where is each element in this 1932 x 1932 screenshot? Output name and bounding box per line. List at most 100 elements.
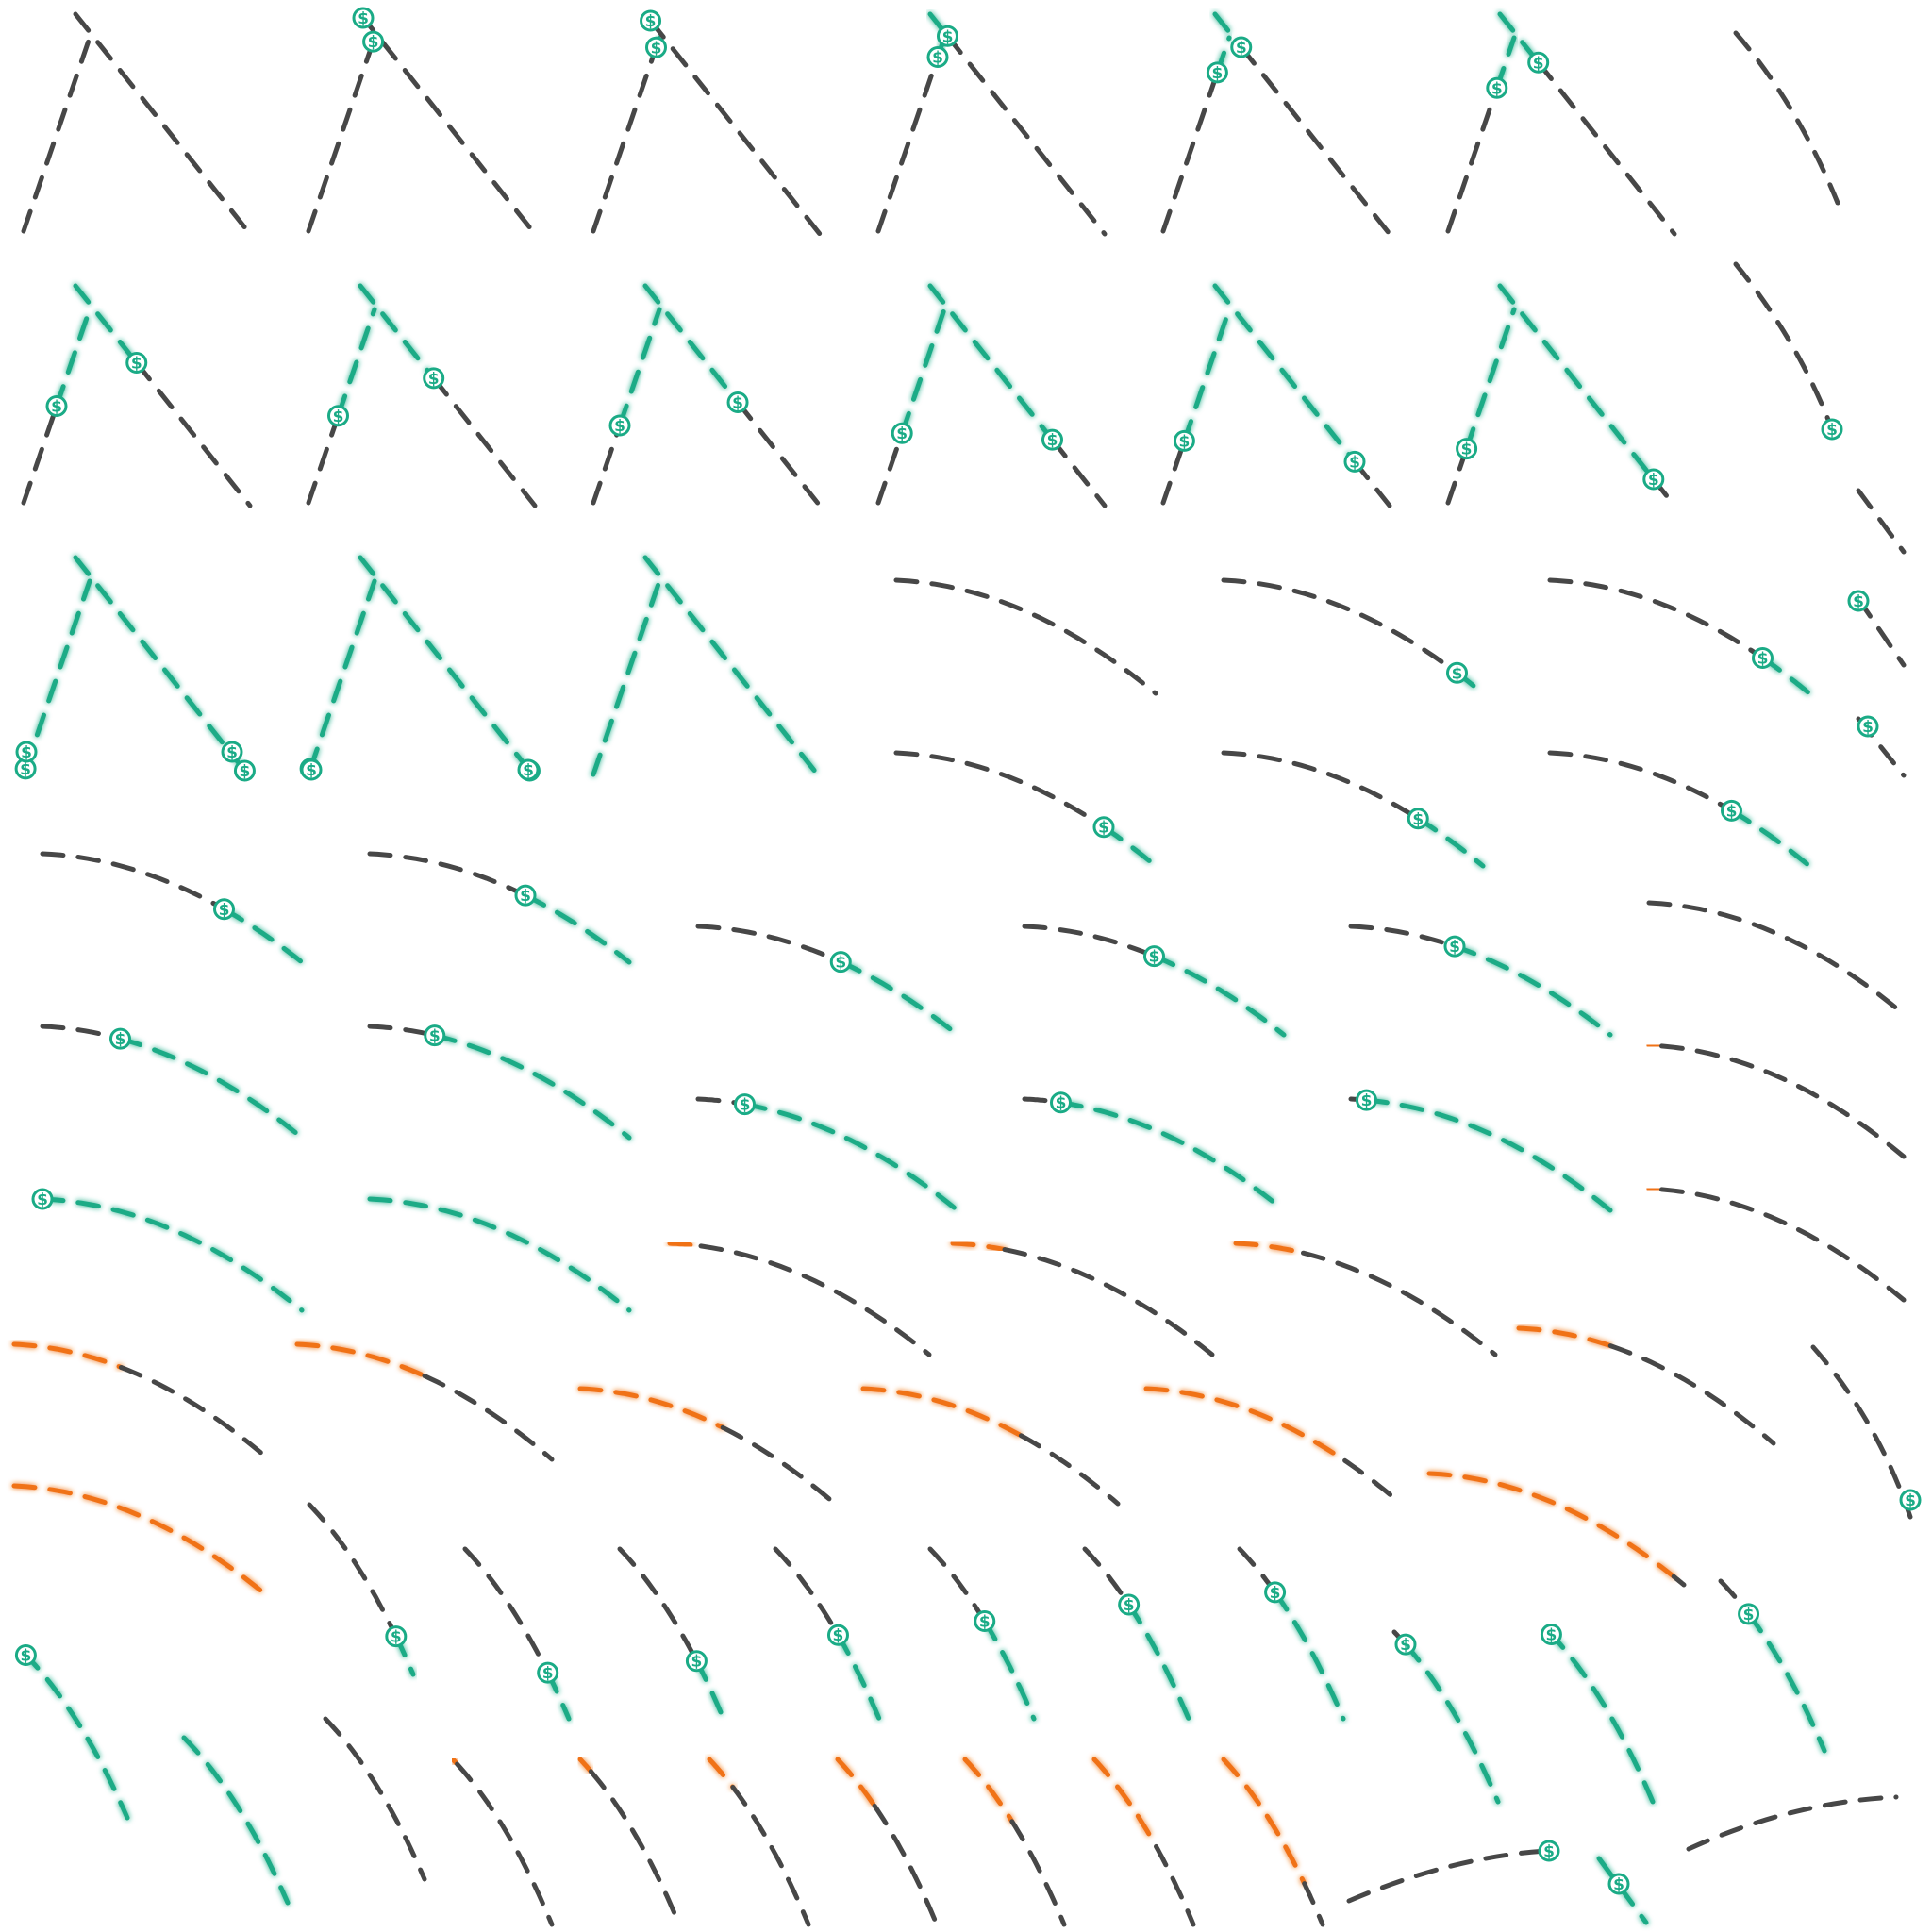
path-segment-148 <box>730 1785 811 1927</box>
svg-text:$: $ <box>1412 810 1424 829</box>
dollar-coin-icon: $ <box>45 395 68 417</box>
svg-text:$: $ <box>645 12 657 31</box>
path-segment-14 <box>1160 70 1220 234</box>
path-segment-106 <box>118 1365 272 1462</box>
dollar-coin-icon: $ <box>645 36 667 58</box>
dollar-coin-icon: $ <box>125 352 148 375</box>
svg-text:$: $ <box>51 398 62 417</box>
path-segment-142 <box>323 1716 427 1882</box>
dollar-coin-icon: $ <box>1343 450 1366 473</box>
svg-text:$: $ <box>1124 1596 1135 1615</box>
svg-text:$: $ <box>833 1626 844 1645</box>
dollar-coin-icon: $ <box>352 7 375 29</box>
dollar-coin-icon: $ <box>1206 61 1228 84</box>
path-segment-54 <box>308 578 377 772</box>
svg-text:$: $ <box>1461 441 1473 459</box>
svg-text:$: $ <box>1905 1491 1916 1510</box>
dollar-coin-icon: $ <box>1264 1581 1287 1604</box>
path-segment-48 <box>1856 488 1907 555</box>
path-segment-141 <box>181 1735 291 1906</box>
dollar-coin-icon: $ <box>826 1624 849 1646</box>
path-segment-78 <box>1022 924 1157 959</box>
dollar-coin-icon: $ <box>14 1643 37 1666</box>
svg-text:$: $ <box>131 355 142 374</box>
svg-text:$: $ <box>1449 938 1460 957</box>
path-segment-123 <box>462 1546 551 1675</box>
path-segment-60 <box>1221 577 1459 675</box>
dollar-coin-icon: $ <box>1446 661 1468 684</box>
dollar-coin-icon: $ <box>221 741 243 763</box>
dollar-coin-icon: $ <box>1821 418 1843 441</box>
path-segment-77 <box>838 959 960 1038</box>
dollar-coin-icon: $ <box>608 414 631 437</box>
path-segment-18 <box>1445 85 1500 234</box>
svg-text:$: $ <box>1270 1584 1281 1603</box>
svg-text:$: $ <box>1491 79 1503 98</box>
svg-text:$: $ <box>1826 421 1838 440</box>
dollar-coin-icon: $ <box>213 898 235 921</box>
path-segment-92 <box>1364 1097 1613 1213</box>
svg-text:$: $ <box>37 1191 48 1209</box>
path-segment-90 <box>1058 1100 1287 1213</box>
dollar-coin-icon: $ <box>1538 1840 1560 1862</box>
dollar-coin-icon: $ <box>362 30 385 53</box>
svg-text:$: $ <box>368 33 379 52</box>
path-segment-45 <box>1497 283 1657 482</box>
svg-text:$: $ <box>428 370 440 389</box>
path-segment-157 <box>1346 1848 1550 1904</box>
path-segment-118 <box>11 1483 272 1600</box>
path-segment-94 <box>1659 1043 1907 1159</box>
svg-text:$: $ <box>358 9 369 28</box>
path-segment-140 <box>21 1650 130 1821</box>
dollar-coin-icon: $ <box>1899 1489 1922 1511</box>
dollar-coin-icon: $ <box>1092 816 1115 839</box>
path-segment-101 <box>1233 1241 1306 1256</box>
svg-text:$: $ <box>1648 471 1659 490</box>
path-segment-127 <box>773 1546 841 1638</box>
dollar-coin-icon: $ <box>1050 1091 1072 1114</box>
path-segment-72 <box>40 851 226 912</box>
path-segment-100 <box>1002 1247 1215 1357</box>
path-segment-37 <box>927 283 1055 442</box>
path-segment-82 <box>1646 900 1907 1017</box>
path-segment-85 <box>367 1024 438 1039</box>
path-segment-117 <box>1810 1344 1913 1520</box>
svg-text:$: $ <box>1047 431 1058 450</box>
svg-text:$: $ <box>20 1646 31 1665</box>
path-segment-29 <box>358 283 437 381</box>
path-segment-64 <box>1856 596 1907 668</box>
dollar-coin-icon: $ <box>300 758 323 781</box>
svg-text:$: $ <box>1533 54 1544 73</box>
path-segment-24 <box>54 307 92 408</box>
path-segment-35 <box>875 430 905 506</box>
dollar-coin-icon: $ <box>517 758 540 781</box>
path-segment-75 <box>523 892 632 965</box>
path-segment-130 <box>982 1619 1037 1722</box>
svg-text:$: $ <box>651 39 662 58</box>
dollar-coin-icon: $ <box>926 46 949 68</box>
path-segment-125 <box>617 1546 699 1664</box>
svg-text:$: $ <box>333 408 344 426</box>
dollar-coin-icon: $ <box>1642 468 1665 491</box>
path-segment-114 <box>1342 1457 1404 1507</box>
path-segment-95 <box>40 1196 305 1313</box>
dollar-coin-icon: $ <box>1738 1603 1760 1625</box>
dollar-coin-icon: $ <box>1356 1089 1377 1111</box>
path-segment-58 <box>642 555 823 780</box>
dollar-coin-icon: $ <box>109 1027 131 1050</box>
dollar-coin-icon: $ <box>1721 799 1742 822</box>
path-segment-3 <box>306 39 376 234</box>
dollar-coin-icon: $ <box>1118 1593 1141 1616</box>
path-segment-134 <box>1273 1590 1346 1722</box>
path-segment-62 <box>1547 577 1765 660</box>
path-segment-150 <box>872 1803 940 1927</box>
path-segment-34 <box>735 399 823 508</box>
dollar-coin-icon: $ <box>423 367 445 390</box>
dollar-coin-icon: $ <box>1443 935 1466 958</box>
svg-text:$: $ <box>1361 1091 1373 1110</box>
path-segment-159 <box>1686 1794 1899 1852</box>
path-segment-131 <box>1082 1546 1132 1607</box>
svg-text:$: $ <box>115 1030 126 1049</box>
dollar-coin-icon: $ <box>424 1024 446 1047</box>
path-segment-80 <box>1348 924 1457 949</box>
